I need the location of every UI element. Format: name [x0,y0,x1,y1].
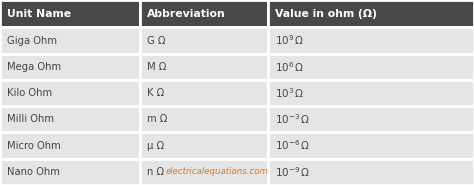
Text: Abbreviation: Abbreviation [147,9,226,19]
Bar [268,0,474,27]
Bar [0,159,140,185]
Bar [140,106,268,132]
Text: Value in ohm (Ω): Value in ohm (Ω) [275,9,377,19]
Bar [140,0,268,27]
Bar [268,106,474,132]
Bar [140,159,268,185]
Bar [0,80,140,106]
Bar [268,132,474,159]
Text: $10^{-3}\,\Omega$: $10^{-3}\,\Omega$ [275,112,310,126]
Bar [0,54,140,80]
Text: Unit Name: Unit Name [7,9,71,19]
Text: electricalequations.com: electricalequations.com [166,167,269,176]
Text: Micro Ohm: Micro Ohm [7,141,61,151]
Text: Kilo Ohm: Kilo Ohm [7,88,52,98]
Bar [268,159,474,185]
Text: Nano Ohm: Nano Ohm [7,167,60,177]
Bar [0,132,140,159]
Bar [0,106,140,132]
Text: Milli Ohm: Milli Ohm [7,114,54,124]
Bar [140,80,268,106]
Text: $10^{6}\,\Omega$: $10^{6}\,\Omega$ [275,60,304,74]
Text: n Ω: n Ω [147,167,164,177]
Bar [268,27,474,54]
Text: m Ω: m Ω [147,114,167,124]
Bar [140,132,268,159]
Bar [0,0,140,27]
Bar [268,80,474,106]
Bar [140,27,268,54]
Text: G Ω: G Ω [147,36,165,46]
Text: Giga Ohm: Giga Ohm [7,36,57,46]
Text: M Ω: M Ω [147,62,166,72]
Text: μ Ω: μ Ω [147,141,164,151]
Bar [268,54,474,80]
Bar [140,54,268,80]
Text: $10^{-6}\,\Omega$: $10^{-6}\,\Omega$ [275,139,310,152]
Text: $10^{9}\,\Omega$: $10^{9}\,\Omega$ [275,34,304,47]
Text: Mega Ohm: Mega Ohm [7,62,61,72]
Bar [0,27,140,54]
Text: $10^{-9}\,\Omega$: $10^{-9}\,\Omega$ [275,165,310,179]
Text: K Ω: K Ω [147,88,164,98]
Text: $10^{3}\,\Omega$: $10^{3}\,\Omega$ [275,86,304,100]
